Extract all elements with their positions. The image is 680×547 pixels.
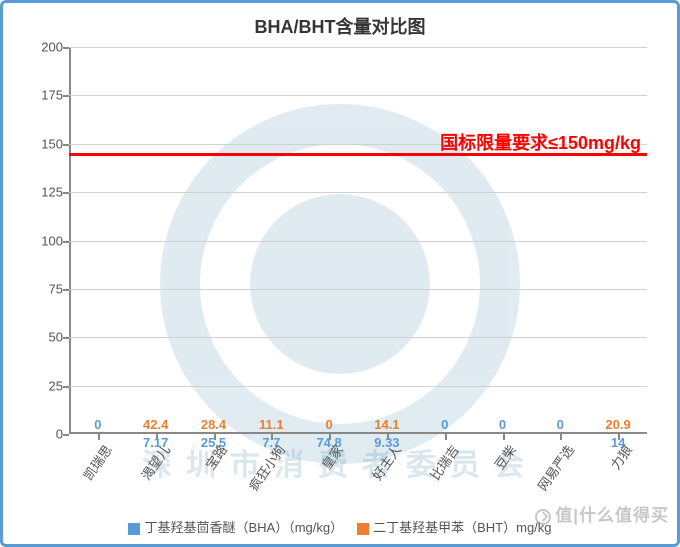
grid-line bbox=[69, 386, 647, 387]
y-tick-label: 50 bbox=[49, 330, 69, 345]
category-label: 网易严选 bbox=[533, 441, 578, 495]
y-tick-label: 100 bbox=[41, 233, 69, 248]
grid-line bbox=[69, 337, 647, 338]
category-label: 豆柴 bbox=[490, 441, 520, 473]
limit-label: 国标限量要求≤150mg/kg bbox=[440, 129, 641, 155]
y-tick-label: 175 bbox=[41, 88, 69, 103]
category-label: 比瑞吉 bbox=[425, 441, 463, 484]
plot-area: 0255075100125150175200国标限量要求≤150mg/kg0凯瑞… bbox=[69, 47, 647, 434]
legend-item-bha: 丁基羟基茴香醚（BHA）（mg/kg） bbox=[128, 517, 343, 536]
grid-line bbox=[69, 95, 647, 96]
legend: 丁基羟基茴香醚（BHA）（mg/kg） 二丁基羟基甲苯（BHT）mg/kg bbox=[3, 517, 677, 536]
category-label: 凯瑞思 bbox=[78, 441, 116, 484]
legend-swatch-bha bbox=[128, 523, 140, 535]
legend-label-bht: 二丁基羟基甲苯（BHT）mg/kg bbox=[373, 520, 551, 535]
bar-value-bht: 20.9 bbox=[578, 417, 658, 432]
y-tick-label: 75 bbox=[49, 281, 69, 296]
y-tick-label: 25 bbox=[49, 378, 69, 393]
y-tick-label: 150 bbox=[41, 136, 69, 151]
legend-swatch-bht bbox=[357, 523, 369, 535]
y-tick-label: 125 bbox=[41, 185, 69, 200]
y-tick-label: 200 bbox=[41, 40, 69, 55]
grid-line bbox=[69, 47, 647, 48]
legend-item-bht: 二丁基羟基甲苯（BHT）mg/kg bbox=[357, 517, 551, 536]
legend-label-bha: 丁基羟基茴香醚（BHA）（mg/kg） bbox=[144, 520, 343, 535]
chart-frame: 深圳市消费者委员会 BHA/BHT含量对比图 02550751001251501… bbox=[0, 0, 680, 547]
chart-title: BHA/BHT含量对比图 bbox=[3, 13, 677, 39]
grid-line bbox=[69, 192, 647, 193]
grid-line bbox=[69, 241, 647, 242]
grid-line bbox=[69, 289, 647, 290]
